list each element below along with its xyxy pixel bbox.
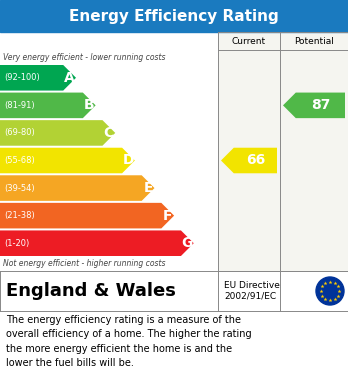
Polygon shape xyxy=(0,120,115,146)
Polygon shape xyxy=(0,203,174,228)
Text: C: C xyxy=(104,126,114,140)
Text: D: D xyxy=(123,154,134,167)
Text: Current: Current xyxy=(232,36,266,45)
Bar xyxy=(0,32,218,271)
Text: (39-54): (39-54) xyxy=(4,183,34,193)
Circle shape xyxy=(316,277,344,305)
Polygon shape xyxy=(283,93,345,118)
Text: (55-68): (55-68) xyxy=(4,156,35,165)
Polygon shape xyxy=(0,93,96,118)
Text: Very energy efficient - lower running costs: Very energy efficient - lower running co… xyxy=(3,52,166,61)
Text: Not energy efficient - higher running costs: Not energy efficient - higher running co… xyxy=(3,260,166,269)
Text: 87: 87 xyxy=(311,99,330,112)
Text: G: G xyxy=(182,236,193,250)
Text: England & Wales: England & Wales xyxy=(6,282,176,300)
Text: B: B xyxy=(84,99,95,112)
Polygon shape xyxy=(0,148,135,173)
Text: (92-100): (92-100) xyxy=(4,73,40,82)
Bar xyxy=(0,0,348,32)
Polygon shape xyxy=(0,230,194,256)
Text: E: E xyxy=(143,181,153,195)
Text: A: A xyxy=(64,71,75,85)
Text: Energy Efficiency Rating: Energy Efficiency Rating xyxy=(69,9,279,23)
Text: (1-20): (1-20) xyxy=(4,239,29,248)
Bar xyxy=(0,271,348,311)
Text: F: F xyxy=(163,209,173,222)
Polygon shape xyxy=(221,148,277,173)
Text: (69-80): (69-80) xyxy=(4,128,35,137)
Text: The energy efficiency rating is a measure of the
overall efficiency of a home. T: The energy efficiency rating is a measur… xyxy=(6,315,252,368)
Text: 2002/91/EC: 2002/91/EC xyxy=(224,292,276,301)
Bar xyxy=(0,32,348,271)
Text: EU Directive: EU Directive xyxy=(224,282,280,291)
Text: 66: 66 xyxy=(246,154,265,167)
Polygon shape xyxy=(0,65,76,91)
Text: (21-38): (21-38) xyxy=(4,211,35,220)
Text: (81-91): (81-91) xyxy=(4,101,34,110)
Polygon shape xyxy=(0,175,155,201)
Text: Potential: Potential xyxy=(294,36,334,45)
